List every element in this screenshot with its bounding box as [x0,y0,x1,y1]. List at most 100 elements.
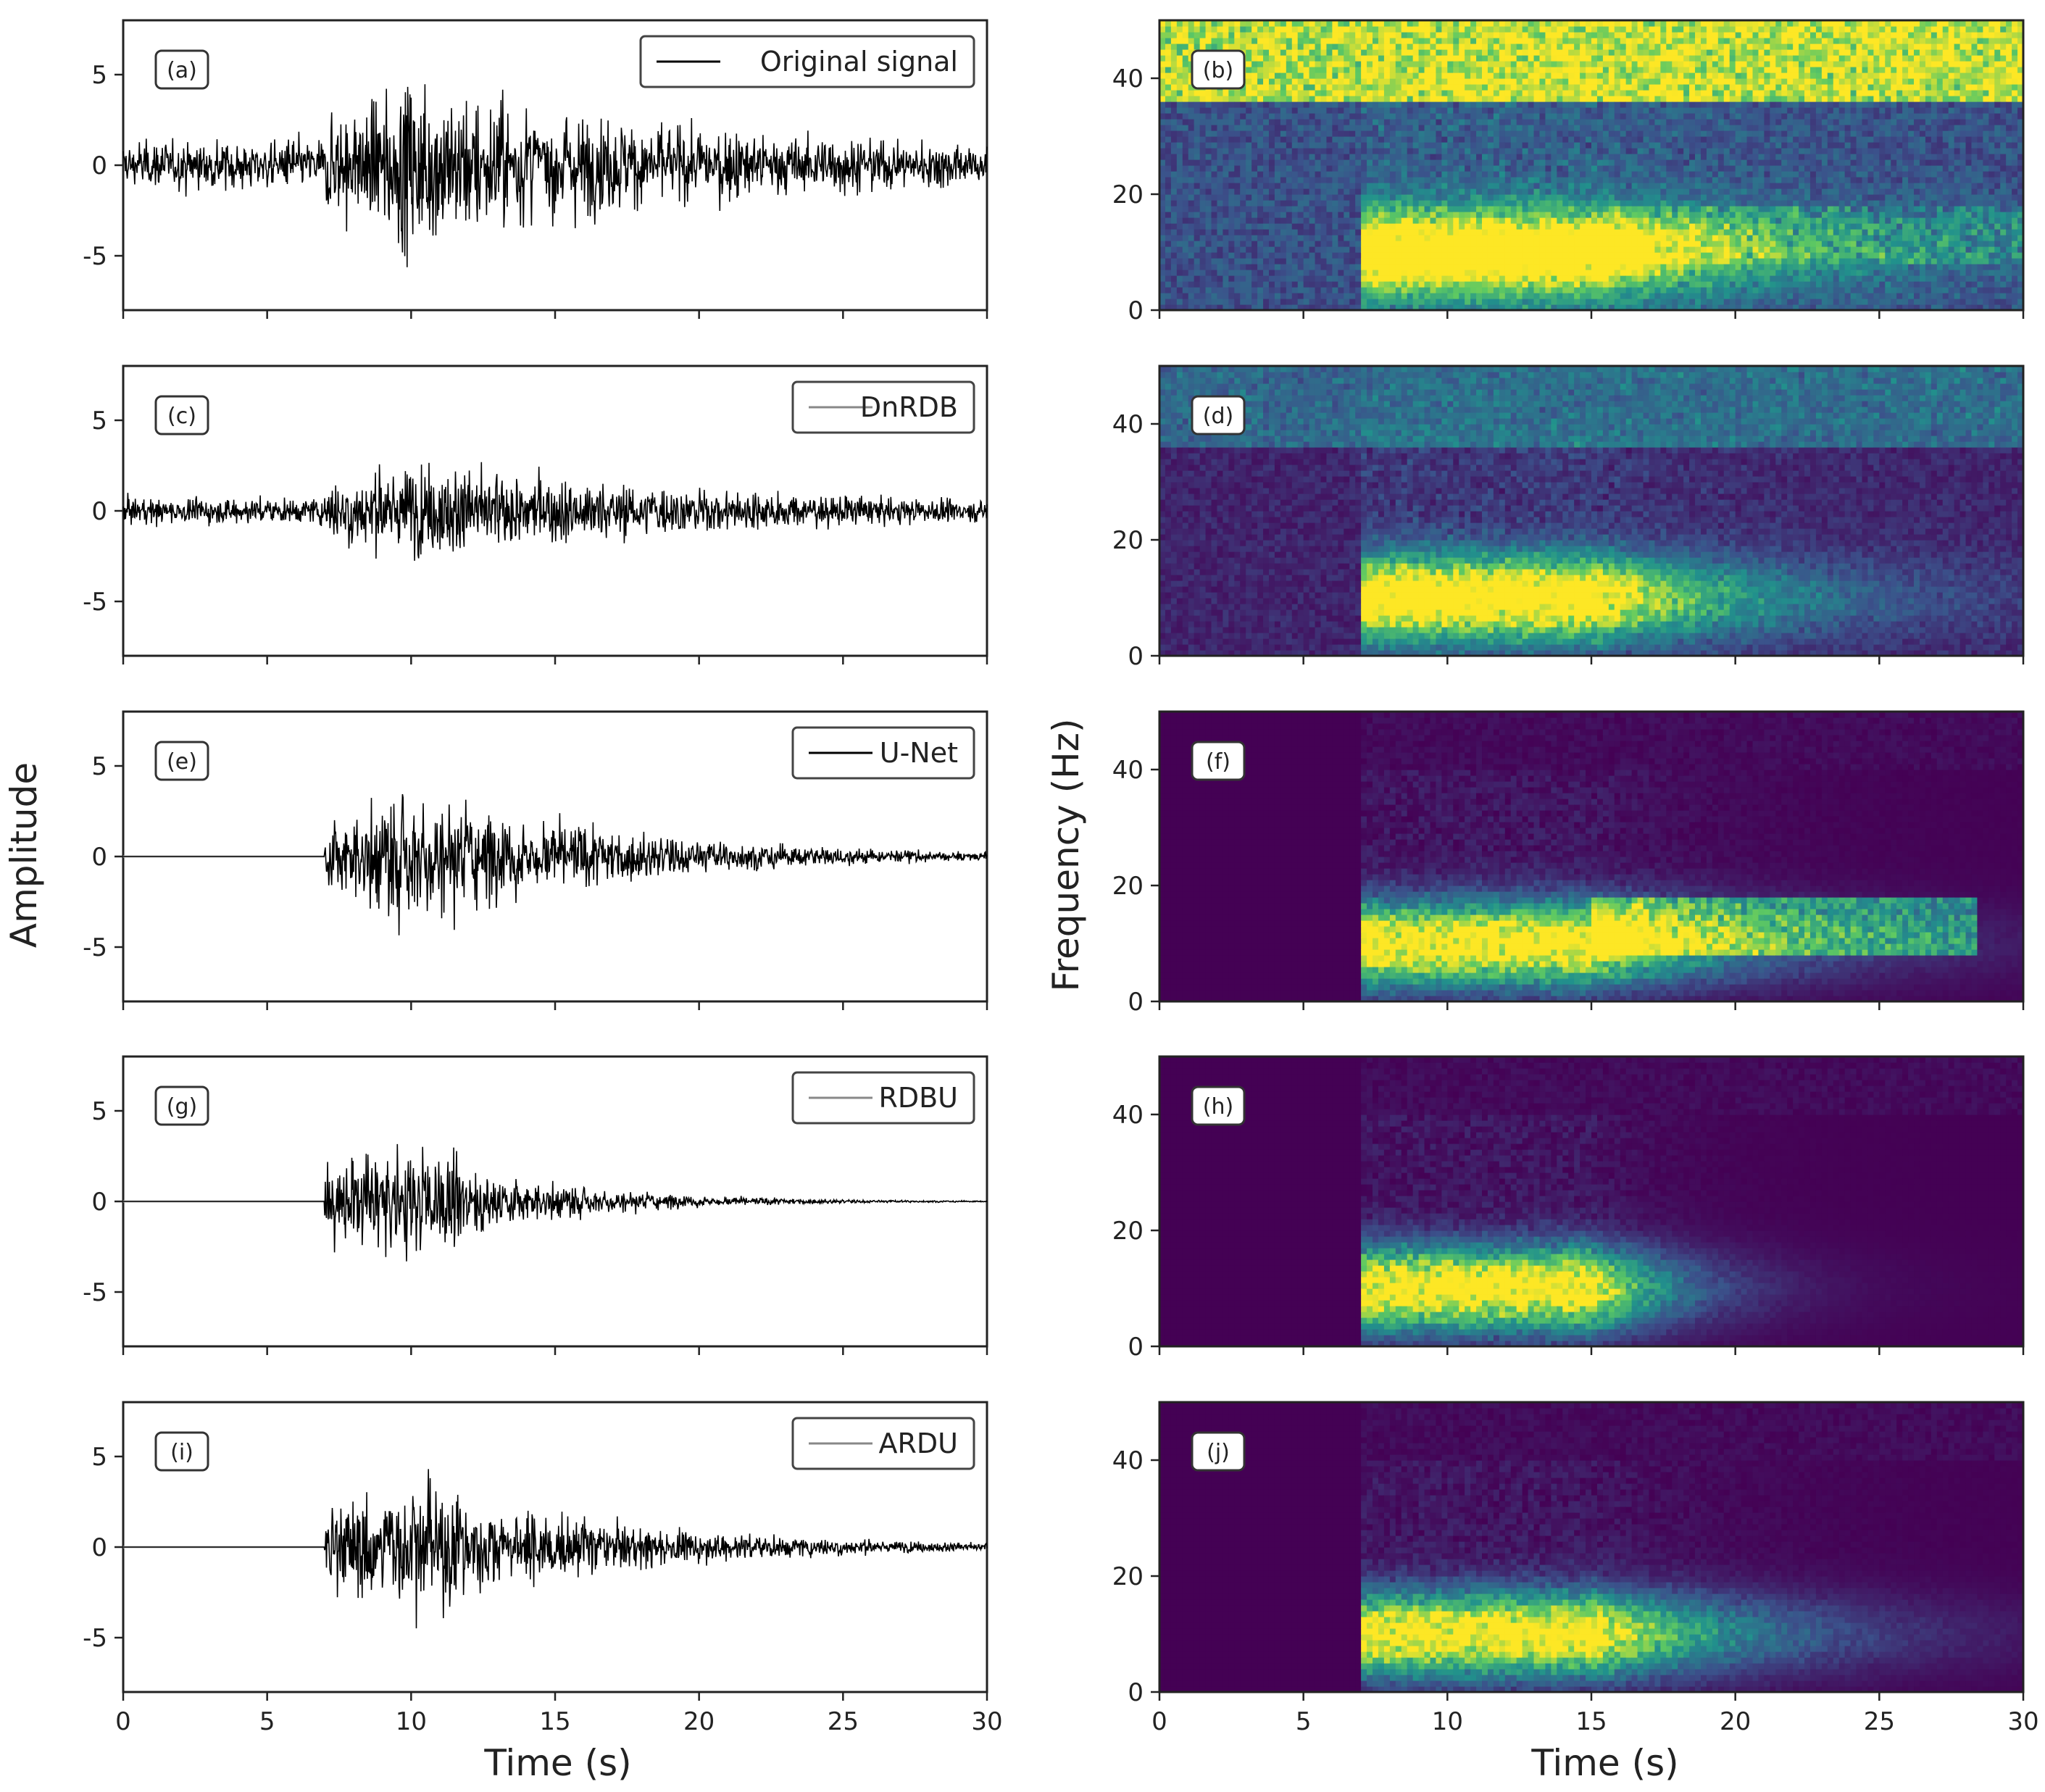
heat-cell-b [1315,49,1322,56]
heat-cell-b [1384,113,1391,120]
heat-cell-b [1269,61,1275,67]
heat-cell-b [1286,84,1293,91]
heat-cell-b [1171,96,1178,102]
heat-cell-b [1183,159,1189,166]
heat-cell-b [1326,252,1333,259]
heat-cell-b [1183,101,1189,108]
heat-cell-b [1523,49,1529,56]
heat-cell-b [1349,49,1356,56]
heat-cell-b [1361,194,1367,201]
heat-cell-b [1494,43,1500,50]
heat-cell-b [1326,165,1333,172]
heat-cell-b [1396,293,1402,299]
heat-cell-b [1401,183,1408,189]
heat-cell-b [1401,154,1408,160]
heat-cell-b [1470,275,1477,282]
heat-cell-b [1246,264,1252,270]
heat-cell-b [1517,107,1523,114]
heat-cell-b [1482,119,1488,125]
heat-cell-b [1217,125,1223,131]
heat-cell-b [1528,90,1535,96]
heat-cell-b [1430,171,1436,178]
heat-cell-b [1361,113,1367,120]
heat-cell-b [1523,177,1529,183]
heat-cell-b [1212,142,1218,149]
heat-cell-b [1257,281,1264,288]
heat-cell-b [1430,229,1436,236]
heat-cell-b [1528,96,1535,102]
heat-cell-b [1269,96,1275,102]
heat-cell-b [1286,206,1293,212]
heat-cell-b [1425,212,1431,218]
heat-cell-b [1459,119,1465,125]
heat-cell-b [1470,258,1477,264]
heat-cell-b [1384,49,1391,56]
heat-cell-b [1459,61,1465,67]
heat-cell-b [1257,107,1264,114]
heat-cell-b [1459,90,1465,96]
heat-cell-b [1269,32,1275,38]
heat-cell-b [1194,154,1201,160]
heat-cell-b [1378,49,1385,56]
heat-cell-b [1332,107,1338,114]
heat-cell-b [1390,270,1396,276]
heat-cell-b [1505,165,1512,172]
heat-cell-b [1344,67,1350,73]
heat-cell-b [1321,223,1328,230]
heat-cell-b [1234,38,1241,44]
heat-cell-b [1517,212,1523,218]
heat-cell-b [1171,159,1178,166]
heat-cell-b [1355,258,1362,264]
heat-cell-b [1390,217,1396,224]
heat-cell-b [1292,270,1299,276]
heat-cell-b [1534,194,1541,201]
heat-cell-b [1200,235,1207,241]
heat-cell-b [1315,101,1322,108]
heat-cell-b [1257,194,1264,201]
heat-cell-b [1465,55,1471,62]
heat-cell-b [1246,183,1252,189]
heat-cell-b [1298,270,1304,276]
heat-cell-b [1223,264,1229,270]
heat-cell-b [1367,229,1373,236]
heat-cell-b [1194,90,1201,96]
heat-cell-b [1275,264,1281,270]
heat-cell-b [1413,287,1420,293]
heat-cell-b [1257,55,1264,62]
heat-cell-b [1384,119,1391,125]
heat-cell-b [1286,159,1293,166]
heat-cell-b [1425,32,1431,38]
heat-cell-b [1223,96,1229,102]
heat-cell-b [1517,130,1523,137]
heat-cell-b [1183,281,1189,288]
heat-cell-b [1465,299,1471,305]
heat-cell-b [1349,159,1356,166]
heat-cell-b [1355,84,1362,91]
heat-cell-b [1338,136,1344,143]
heat-cell-b [1200,136,1207,143]
heat-cell-b [1332,67,1338,73]
heat-cell-b [1419,113,1425,120]
heat-cell-b [1459,264,1465,270]
heat-cell-b [1246,49,1252,56]
heat-cell-b [1349,200,1356,207]
heat-cell-b [1517,264,1523,270]
heat-cell-b [1309,38,1316,44]
heat-cell-b [1286,90,1293,96]
heat-cell-b [1217,217,1223,224]
heat-cell-b [1528,200,1535,207]
heat-cell-b [1505,264,1512,270]
heat-cell-b [1390,142,1396,149]
panel-a: -505 Original signal(a) [83,20,987,319]
heat-cell-b [1470,38,1477,44]
heat-cell-b [1165,188,1172,195]
heat-cell-b [1401,264,1408,270]
heat-cell-b [1326,43,1333,50]
heat-cell-b [1183,130,1189,137]
heat-cell-b [1234,194,1241,201]
heat-cell-b [1534,299,1541,305]
heat-cell-b [1177,165,1183,172]
heat-cell-b [1246,67,1252,73]
heat-cell-b [1447,136,1454,143]
heat-cell-b [1413,148,1420,154]
